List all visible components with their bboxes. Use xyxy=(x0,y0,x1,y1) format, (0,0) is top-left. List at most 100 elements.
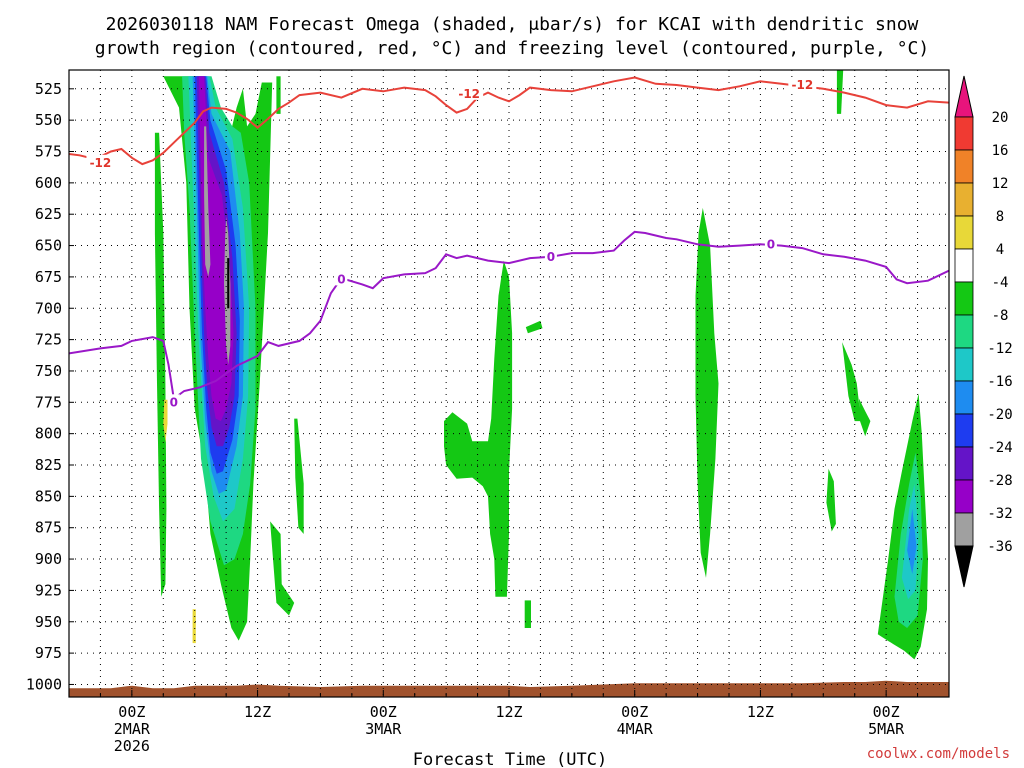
colorbar-band xyxy=(954,149,974,184)
plot-inner: -12 -12 -12 0 0 0 0 xyxy=(69,70,949,697)
x-axis-title: Forecast Time (UTC) xyxy=(413,750,607,768)
colorbar-label: -20 xyxy=(987,407,1012,423)
y-tick-label: 575 xyxy=(35,143,62,161)
contour-label: 0 xyxy=(547,250,555,264)
y-tick-label: 950 xyxy=(35,613,62,631)
omega-region-green xyxy=(826,468,836,532)
credit-link[interactable]: coolwx.com/models xyxy=(867,746,1010,762)
colorbar-label: -36 xyxy=(987,539,1012,555)
colorbar-label: -32 xyxy=(987,506,1012,522)
colorbar-label: -28 xyxy=(987,473,1012,489)
y-tick-label: 650 xyxy=(35,237,62,255)
y-tick-label: 925 xyxy=(35,581,62,599)
omega-region-grey xyxy=(224,216,231,365)
y-tick-label: 525 xyxy=(35,80,62,98)
contour-label: -12 xyxy=(90,156,112,170)
colorbar: 20 16 12 8 4 -4 -8 -12 -16 -20 -24 -28 -32 -36 xyxy=(954,75,1013,588)
colorbar-band xyxy=(954,512,974,547)
x-tick-date: 4MAR xyxy=(617,720,654,738)
omega-region-green xyxy=(270,521,295,616)
omega-region-green xyxy=(524,600,531,628)
y-tick-label: 1000 xyxy=(26,675,62,693)
contour-label: -12 xyxy=(458,87,480,101)
colorbar-band xyxy=(954,281,974,316)
colorbar-band xyxy=(954,116,974,151)
x-tick-label: 00Z xyxy=(118,703,145,721)
omega-region-green xyxy=(858,398,871,437)
contour-label: -12 xyxy=(791,78,813,92)
contour-label-bg xyxy=(167,394,180,409)
colorbar-band xyxy=(954,413,974,448)
omega-region-green xyxy=(695,207,719,578)
y-tick-label: 675 xyxy=(35,268,62,286)
x-tick-label: 00Z xyxy=(873,703,900,721)
plot-area: -12 -12 -12 0 0 0 0 xyxy=(68,69,950,698)
omega-region-violet xyxy=(198,76,234,422)
colorbar-bottom-arrow xyxy=(954,545,974,588)
contour-label-bg xyxy=(335,271,348,286)
omega-region-yellow xyxy=(192,609,196,644)
contour-label-bg xyxy=(764,236,777,251)
x-tick-year: 2026 xyxy=(114,737,150,755)
x-tick-date: 2MAR xyxy=(114,720,151,738)
colorbar-label: -4 xyxy=(992,275,1009,291)
y-tick-label: 600 xyxy=(35,174,62,192)
colorbar-label: 20 xyxy=(992,110,1009,126)
y-tick-label: 625 xyxy=(35,205,62,223)
contour-label-bg xyxy=(455,85,484,100)
x-tick-label: 12Z xyxy=(495,703,522,721)
colorbar-label: 12 xyxy=(992,176,1009,192)
x-tick-label: 12Z xyxy=(747,703,774,721)
y-tick-label: 875 xyxy=(35,519,62,537)
y-tick-label: 825 xyxy=(35,456,62,474)
x-tick-label: 00Z xyxy=(621,703,648,721)
omega-region-blue xyxy=(907,508,917,575)
colorbar-label: 16 xyxy=(992,143,1009,159)
y-tick-label: 725 xyxy=(35,331,62,349)
omega-region-green xyxy=(154,132,167,597)
contour-line-dendritic xyxy=(69,76,949,166)
omega-region-green xyxy=(842,342,861,422)
colorbar-band xyxy=(954,215,974,250)
chart-title-line1: 2026030118 NAM Forecast Omega (shaded, μ… xyxy=(106,14,919,35)
colorbar-label: -16 xyxy=(987,374,1012,390)
y-tick-label: 700 xyxy=(35,299,62,317)
contour-label-bg xyxy=(86,154,115,169)
y-tick-label: 900 xyxy=(35,550,62,568)
chart-title-line2: growth region (contoured, red, °C) and f… xyxy=(95,38,929,59)
colorbar-label: -8 xyxy=(992,308,1009,324)
x-tick-date: 3MAR xyxy=(365,720,402,738)
x-tick-label: 00Z xyxy=(370,703,397,721)
colorbar-label: -12 xyxy=(987,341,1012,357)
y-tick-label: 800 xyxy=(35,425,62,443)
contour-label-bg xyxy=(788,77,817,92)
omega-region-green xyxy=(276,76,281,114)
contour-label: 0 xyxy=(767,237,775,251)
contour-label: 0 xyxy=(337,272,345,286)
colorbar-band xyxy=(954,446,974,481)
contour-label: 0 xyxy=(170,395,178,409)
colorbar-top-arrow xyxy=(954,75,974,118)
omega-region-green xyxy=(444,260,513,597)
y-tick-label: 775 xyxy=(35,393,62,411)
y-axis-labels: 525 550 575 600 625 650 675 700 725 750 775 800 825 8… xyxy=(26,80,74,693)
contour-label-bg xyxy=(544,248,557,263)
omega-region-yellow xyxy=(163,399,168,443)
y-tick-label: 975 xyxy=(35,644,62,662)
colorbar-band xyxy=(954,347,974,382)
x-tick-date: 5MAR xyxy=(868,720,905,738)
y-tick-label: 750 xyxy=(35,362,62,380)
omega-region-black xyxy=(227,258,230,309)
x-tick-label: 12Z xyxy=(244,703,271,721)
contour-line-freezing xyxy=(69,230,949,401)
colorbar-band xyxy=(954,479,974,514)
colorbar-band xyxy=(954,182,974,217)
colorbar-band xyxy=(954,380,974,415)
omega-region-grey xyxy=(204,126,211,277)
colorbar-band xyxy=(954,314,974,349)
y-tick-label: 550 xyxy=(35,111,62,129)
y-tick-label: 850 xyxy=(35,487,62,505)
colorbar-label: 8 xyxy=(996,209,1004,225)
colorbar-label: -24 xyxy=(987,440,1012,456)
